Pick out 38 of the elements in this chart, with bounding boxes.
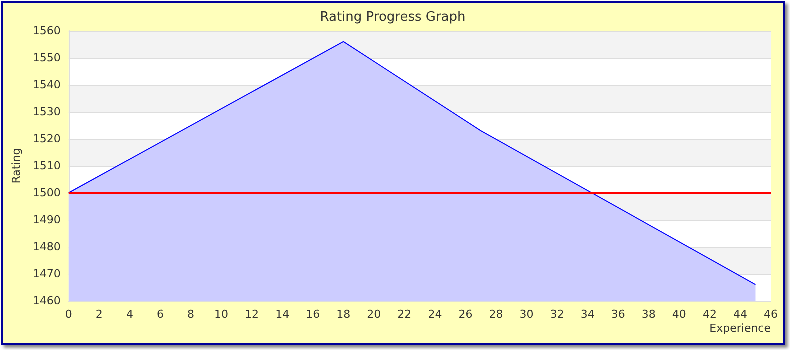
- x-tick-label: 10: [214, 308, 229, 321]
- x-tick-label: 16: [306, 308, 320, 321]
- y-tick-label: 1530: [32, 106, 61, 118]
- x-tick-label: 36: [611, 308, 626, 321]
- x-tick-label: 24: [428, 308, 442, 321]
- y-tick-label: 1510: [32, 160, 61, 172]
- x-tick-label: 0: [65, 308, 72, 321]
- x-axis-title: Experience: [710, 322, 772, 335]
- chart-title: Rating Progress Graph: [320, 10, 466, 25]
- y-tick-label: 1500: [32, 186, 61, 200]
- y-tick-label: 1480: [32, 240, 61, 254]
- x-tick-label: 30: [520, 308, 534, 321]
- x-tick-label: 12: [245, 308, 260, 321]
- x-tick-label: 18: [336, 308, 351, 321]
- x-tick-label: 26: [458, 308, 473, 321]
- y-tick-label: 1520: [32, 132, 61, 146]
- x-tick-label: 4: [126, 308, 134, 321]
- y-tick-label: 1560: [32, 24, 61, 38]
- x-tick-label: 20: [367, 308, 382, 321]
- x-tick-label: 6: [156, 308, 164, 321]
- x-tick-label: 46: [764, 308, 778, 321]
- x-tick-label: 14: [276, 308, 290, 321]
- x-tick-label: 38: [642, 308, 656, 321]
- x-tick-label: 2: [96, 308, 103, 321]
- x-tick-label: 34: [580, 308, 595, 321]
- y-tick-label: 1540: [32, 78, 61, 92]
- x-tick-label: 44: [733, 308, 748, 321]
- y-axis-title: Rating: [10, 148, 23, 184]
- x-tick-label: 40: [672, 308, 686, 321]
- x-tick-label: 8: [188, 308, 194, 321]
- y-tick-label: 1460: [32, 294, 61, 308]
- x-tick-label: 32: [550, 308, 564, 321]
- x-tick-label: 28: [489, 308, 504, 321]
- y-tick-label: 1550: [32, 52, 61, 64]
- y-tick-label: 1470: [32, 268, 61, 280]
- x-tick-label: 22: [398, 308, 412, 321]
- x-tick-label: 42: [702, 308, 717, 321]
- y-tick-label: 1490: [32, 214, 61, 226]
